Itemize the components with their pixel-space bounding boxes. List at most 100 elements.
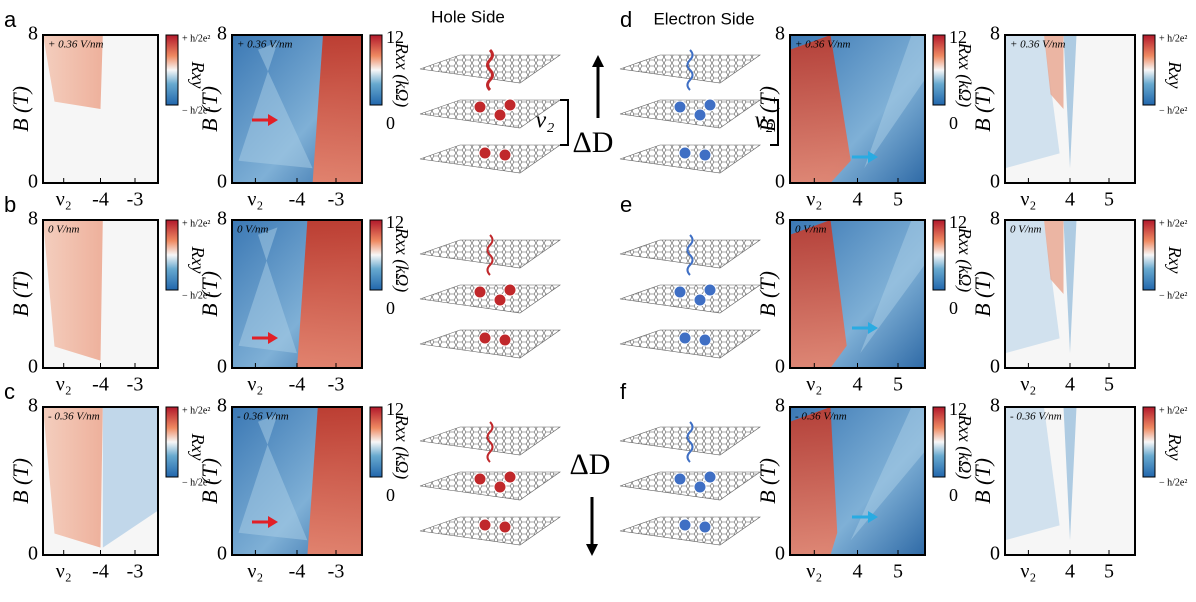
heatmap-region (1005, 220, 1060, 354)
carrier (473, 472, 487, 486)
heatmap-region (43, 220, 103, 361)
graphene-layer (619, 329, 761, 359)
x-tick-label: ν₂ (806, 374, 822, 396)
graphene-layer (619, 471, 761, 501)
heatmap-region (864, 35, 925, 169)
colorbar-tick-label: 0 (949, 485, 958, 505)
y-axis-label: B (T) (970, 271, 995, 317)
heatmap-region (1005, 407, 1060, 541)
colorbar-tick-label: + h/2e² (1159, 405, 1187, 416)
heatmap-region (1044, 35, 1064, 109)
colorbar (932, 34, 946, 106)
y-tick-label: 0 (990, 171, 1000, 193)
heatmap-region (238, 227, 297, 354)
heatmap-region (238, 414, 308, 541)
heatmap-region (790, 35, 851, 183)
x-tick-label: 5 (1104, 374, 1114, 396)
colorbar-label: Rxy (1165, 246, 1185, 274)
field-label: 0 V/nm (795, 224, 827, 236)
carrier (498, 333, 512, 347)
y-axis-label: B (T) (755, 86, 780, 132)
photon (686, 421, 694, 463)
y-tick-label: 8 (28, 395, 38, 417)
field-label: + 0.36 V/nm (1010, 39, 1065, 51)
carrier (678, 146, 692, 160)
x-tick-label: -4 (289, 561, 306, 583)
y-tick-label: 8 (775, 395, 785, 417)
carrier (698, 520, 712, 534)
colorbar (165, 219, 179, 291)
carrier (698, 148, 712, 162)
colorbar-tick-label: 0 (949, 298, 958, 318)
carrier (673, 285, 687, 299)
carrier (478, 331, 492, 345)
carrier (703, 98, 717, 112)
field-label: - 0.36 V/nm (795, 411, 847, 423)
y-axis-label: B (T) (755, 271, 780, 317)
heatmap-region (238, 42, 313, 169)
delta-d-label: ΔD (570, 448, 611, 481)
y-tick-label: 0 (990, 356, 1000, 378)
colorbar-tick-label: 12 (949, 27, 967, 47)
y-tick-label: 0 (217, 356, 227, 378)
y-tick-label: 0 (990, 543, 1000, 565)
panel-letter: f (620, 379, 627, 404)
colorbar-label: Rxy (188, 246, 208, 274)
colorbar (932, 219, 946, 291)
heatmap-region (1063, 407, 1077, 541)
colorbar (1142, 34, 1156, 106)
y-axis-label: B (T) (970, 86, 995, 132)
carrier (503, 98, 517, 112)
x-tick-label: 4 (1065, 561, 1075, 583)
y-tick-label: 8 (990, 23, 1000, 45)
x-tick-label: -4 (92, 561, 109, 583)
photon (686, 234, 694, 276)
carrier (703, 283, 717, 297)
field-label: 0 V/nm (1010, 224, 1042, 236)
y-tick-label: 8 (990, 395, 1000, 417)
x-tick-label: 4 (1065, 189, 1075, 211)
x-tick-label: -4 (289, 189, 306, 211)
x-tick-label: -4 (289, 374, 306, 396)
heatmap-region (790, 220, 847, 368)
photon (686, 49, 694, 91)
colorbar-label: Rxx (kΩ) (391, 227, 412, 292)
colorbar-tick-label: 12 (386, 212, 404, 232)
y-axis-label: B (T) (8, 86, 33, 132)
colorbar-label: Rxy (188, 61, 208, 89)
colorbar-tick-label: − h/2e² (182, 477, 210, 488)
colorbar (932, 406, 946, 478)
colorbar (165, 406, 179, 478)
heatmap-region (1063, 35, 1077, 169)
arrow-head (268, 516, 278, 528)
colorbar (369, 34, 383, 106)
colorbar-tick-label: + h/2e² (182, 33, 210, 44)
x-tick-label: -3 (328, 189, 345, 211)
carrier (693, 293, 707, 307)
colorbar (1142, 406, 1156, 478)
photon (486, 421, 494, 463)
field-label: 0 V/nm (237, 224, 269, 236)
colorbar-tick-label: 0 (386, 113, 395, 133)
y-axis-label: B (T) (197, 458, 222, 504)
field-label: - 0.36 V/nm (237, 411, 289, 423)
arrow-head (268, 114, 278, 126)
heatmap-region (1044, 220, 1064, 294)
heatmap-region (307, 407, 362, 555)
colorbar-tick-label: − h/2e² (1159, 105, 1187, 116)
graphene-layer (419, 471, 561, 501)
arrow-head (592, 55, 604, 67)
colorbar-tick-label: − h/2e² (182, 105, 210, 116)
graphene-layer (619, 284, 761, 314)
x-tick-label: ν₂ (56, 374, 72, 396)
x-tick-label: ν₂ (247, 561, 263, 583)
carrier (478, 146, 492, 160)
colorbar-label: Rxx (kΩ) (391, 414, 412, 479)
graphene-layer (419, 516, 561, 546)
y-tick-label: 0 (217, 543, 227, 565)
x-tick-label: 4 (853, 561, 863, 583)
x-tick-label: 5 (1104, 189, 1114, 211)
colorbar-label: Rxx (kΩ) (391, 42, 412, 107)
colorbar-label: Rxy (1165, 433, 1185, 461)
delta-d-label: ΔD (573, 126, 614, 159)
